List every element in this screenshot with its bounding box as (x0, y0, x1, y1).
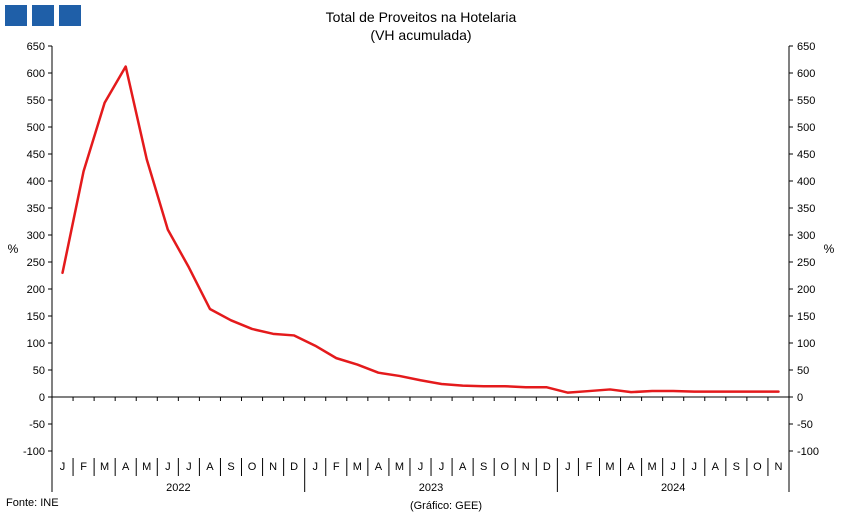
month-label: J (565, 461, 571, 473)
month-label: S (733, 461, 740, 473)
left-y-tick-label: 50 (33, 365, 45, 377)
series-group (61, 65, 780, 394)
series-line (61, 65, 780, 394)
month-label: J (186, 461, 192, 473)
year-label: 2024 (661, 482, 685, 494)
chart-title: Total de Proveitos na Hotelaria (326, 9, 517, 25)
right-y-tick-label: 300 (797, 230, 815, 242)
left-y-tick-label: 350 (27, 203, 45, 215)
month-label: F (586, 461, 593, 473)
month-label: D (290, 461, 298, 473)
month-label: M (605, 461, 614, 473)
credit-text: (Gráfico: GEE) (410, 500, 482, 512)
right-y-tick-label: -50 (797, 419, 813, 431)
logo-block-1 (5, 5, 27, 26)
month-label: N (774, 461, 782, 473)
month-label: F (80, 461, 87, 473)
month-label: M (648, 461, 657, 473)
left-y-tick-group: 650600550500450400350300250200150100500-… (23, 41, 52, 458)
month-label: A (206, 461, 214, 473)
year-axis: 2022 2023 2024 (51, 476, 790, 494)
left-y-tick-label: 650 (27, 41, 45, 53)
month-label: J (312, 461, 318, 473)
month-label: A (375, 461, 383, 473)
month-label: J (60, 461, 66, 473)
right-y-tick-label: 200 (797, 284, 815, 296)
left-y-tick-label: 400 (27, 176, 45, 188)
month-label: O (248, 461, 257, 473)
left-y-tick-label: 250 (27, 257, 45, 269)
month-label: M (142, 461, 151, 473)
month-label: J (439, 461, 445, 473)
month-label: N (269, 461, 277, 473)
right-y-tick-label: 350 (797, 203, 815, 215)
logo-block-2 (32, 5, 54, 26)
month-label: O (753, 461, 762, 473)
logo-block-3 (59, 5, 81, 26)
right-y-tick-label: 50 (797, 365, 809, 377)
right-y-tick-label: 100 (797, 338, 815, 350)
month-label: S (480, 461, 487, 473)
left-y-tick-label: 450 (27, 149, 45, 161)
right-y-tick-group: 650600550500450400350300250200150100500-… (789, 41, 819, 458)
right-y-tick-label: 0 (797, 392, 803, 404)
year-label: 2022 (166, 482, 190, 494)
left-y-tick-label: 200 (27, 284, 45, 296)
right-y-tick-label: 150 (797, 311, 815, 323)
left-y-tick-label: -50 (29, 419, 45, 431)
left-y-tick-label: 150 (27, 311, 45, 323)
right-y-tick-label: 600 (797, 68, 815, 80)
right-y-tick-label: 650 (797, 41, 815, 53)
right-y-tick-label: 500 (797, 122, 815, 134)
month-label: A (712, 461, 720, 473)
month-label: J (165, 461, 171, 473)
month-label: O (500, 461, 509, 473)
left-y-tick-label: 500 (27, 122, 45, 134)
left-y-tick-label: 550 (27, 95, 45, 107)
month-label: M (353, 461, 362, 473)
right-y-tick-label: 400 (797, 176, 815, 188)
month-label: J (691, 461, 697, 473)
month-label: M (100, 461, 109, 473)
left-y-axis-label: % (8, 242, 19, 256)
month-label: D (543, 461, 551, 473)
chart-subtitle: (VH acumulada) (370, 27, 471, 43)
month-label: J (418, 461, 424, 473)
left-y-tick-label: 300 (27, 230, 45, 242)
left-y-tick-label: 600 (27, 68, 45, 80)
left-y-tick-label: -100 (23, 446, 45, 458)
month-label: F (333, 461, 340, 473)
year-label: 2023 (419, 482, 443, 494)
right-y-tick-label: 550 (797, 95, 815, 107)
month-label: N (522, 461, 530, 473)
right-y-tick-label: 250 (797, 257, 815, 269)
right-y-tick-label: -100 (797, 446, 819, 458)
month-label: A (459, 461, 467, 473)
month-label: J (670, 461, 676, 473)
month-label: M (395, 461, 404, 473)
left-y-tick-label: 0 (39, 392, 45, 404)
month-label: S (227, 461, 234, 473)
month-label: A (627, 461, 635, 473)
logo (5, 5, 81, 26)
month-label: A (122, 461, 130, 473)
left-y-tick-label: 100 (27, 338, 45, 350)
right-y-tick-label: 450 (797, 149, 815, 161)
right-y-axis-label: % (824, 242, 835, 256)
source-text: Fonte: INE (6, 497, 59, 509)
